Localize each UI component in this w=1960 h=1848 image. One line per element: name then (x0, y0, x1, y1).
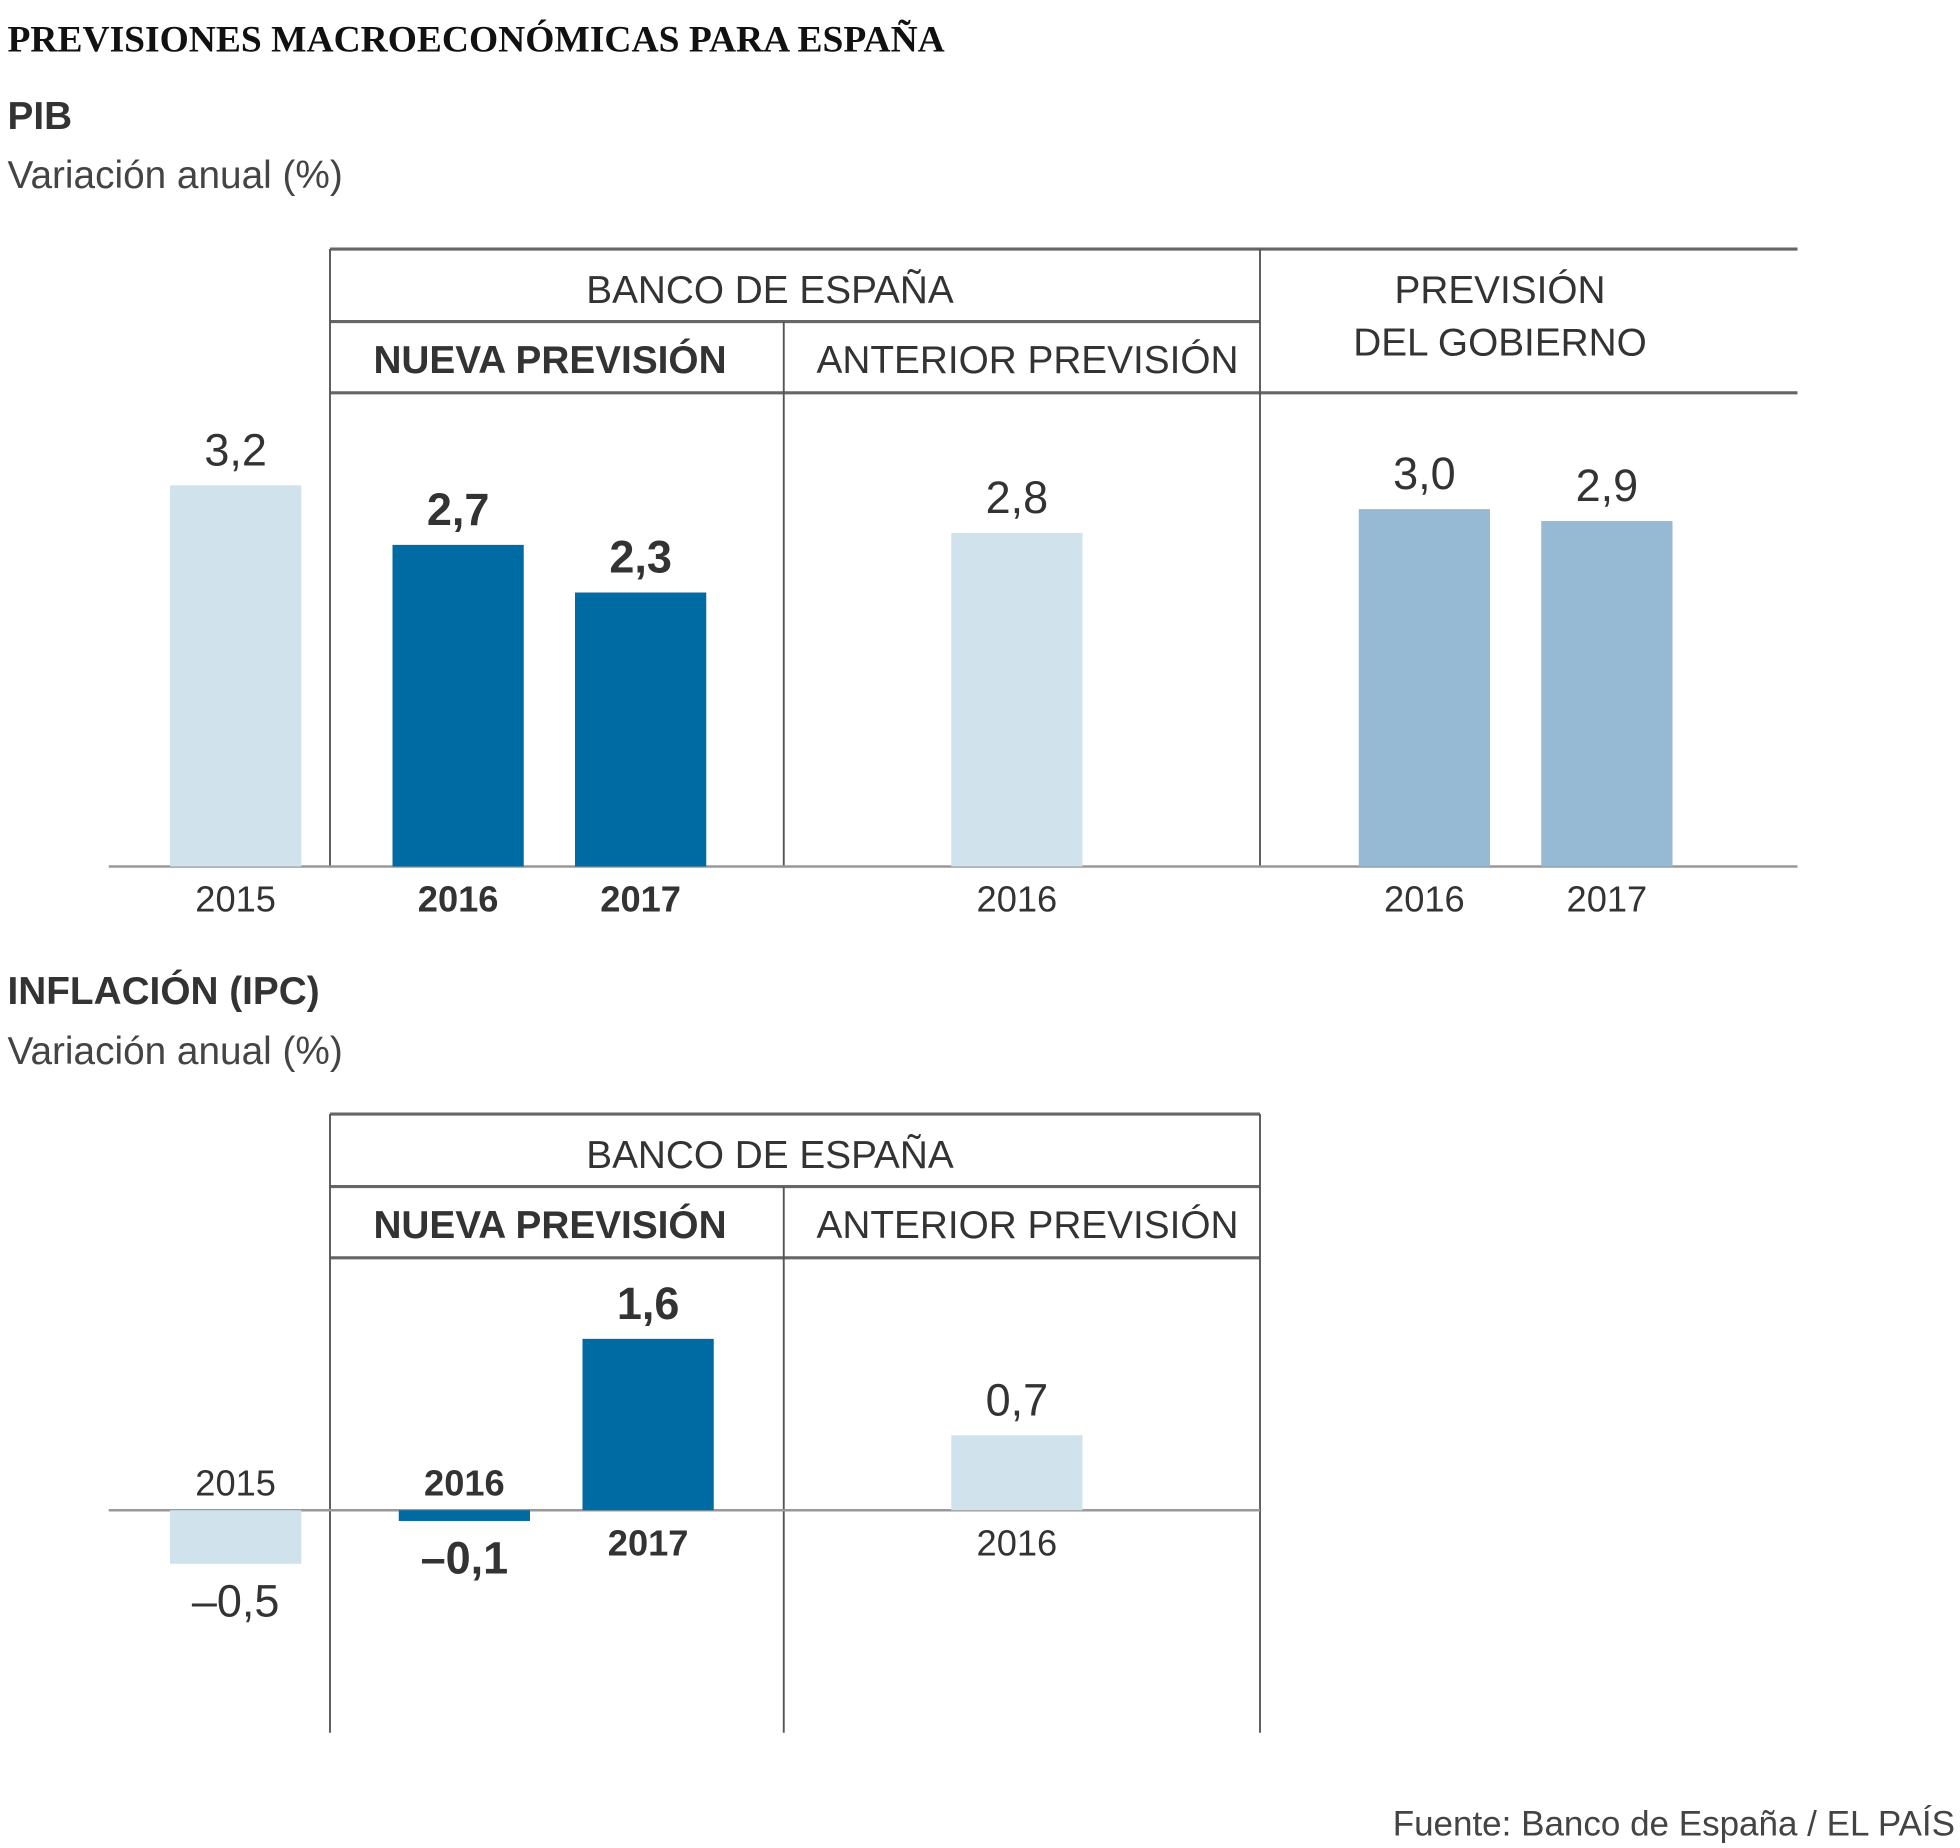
value-label: 2,3 (609, 532, 672, 583)
main-title: PREVISIONES MACROECONÓMICAS PARA ESPAÑA (8, 19, 945, 61)
bar-2015-past (170, 1510, 302, 1564)
pib-bars: 3,2 2015 2,7 2016 2,3 2017 2,8 2016 3,0 2016 2,9 20… (170, 424, 1673, 920)
year-label: 2017 (1567, 879, 1648, 920)
bar-2016-prior (951, 1435, 1083, 1511)
pib-header-banco: BANCO DE ESPAÑA (586, 269, 954, 312)
year-label: 2016 (1384, 879, 1465, 920)
value-label: 2,8 (986, 472, 1049, 523)
pib-title: PIB (8, 95, 73, 138)
pib-header-gobierno-1: PREVISIÓN (1394, 269, 1605, 312)
year-label: 2015 (195, 1462, 276, 1503)
bar-2015-past (170, 485, 302, 867)
bar-2017-new (575, 592, 707, 867)
ipc-unit: Variación anual (%) (8, 1030, 343, 1073)
ipc-header-nueva: NUEVA PREVISIÓN (373, 1203, 726, 1247)
year-label: 2016 (418, 879, 499, 920)
source-note: Fuente: Banco de España / EL PAÍS (1393, 1804, 1955, 1843)
bar-2016-new (398, 1510, 530, 1521)
value-label: 1,6 (617, 1278, 680, 1329)
value-label: 2,7 (427, 484, 490, 535)
year-label: 2016 (424, 1462, 505, 1503)
bar-2016-prior (951, 532, 1083, 867)
value-label: 3,2 (204, 424, 267, 475)
bar-2016-new (392, 544, 524, 867)
value-label: –0,5 (192, 1575, 280, 1626)
pib-unit: Variación anual (%) (8, 154, 343, 197)
year-label: 2016 (977, 1522, 1058, 1563)
bar-2016-government (1358, 509, 1490, 867)
value-label: 2,9 (1576, 460, 1639, 511)
year-label: 2015 (195, 879, 276, 920)
ipc-header-banco: BANCO DE ESPAÑA (586, 1134, 954, 1177)
value-label: 0,7 (986, 1374, 1049, 1425)
bar-2017-government (1541, 521, 1673, 867)
year-label: 2017 (608, 1522, 689, 1563)
ipc-title: INFLACIÓN (IPC) (8, 969, 320, 1013)
ipc-bars: –0,5 2015 –0,1 2016 1,6 2017 0,7 2016 (170, 1278, 1083, 1626)
value-label: –0,1 (421, 1532, 509, 1583)
value-label: 3,0 (1393, 448, 1456, 499)
bar-2017-new (582, 1338, 714, 1511)
pib-header-anterior: ANTERIOR PREVISIÓN (816, 339, 1238, 382)
ipc-header-anterior: ANTERIOR PREVISIÓN (816, 1204, 1238, 1247)
pib-header-nueva: NUEVA PREVISIÓN (373, 338, 726, 382)
year-label: 2016 (977, 879, 1058, 920)
pib-header-gobierno-2: DEL GOBIERNO (1353, 321, 1647, 364)
year-label: 2017 (600, 879, 681, 920)
